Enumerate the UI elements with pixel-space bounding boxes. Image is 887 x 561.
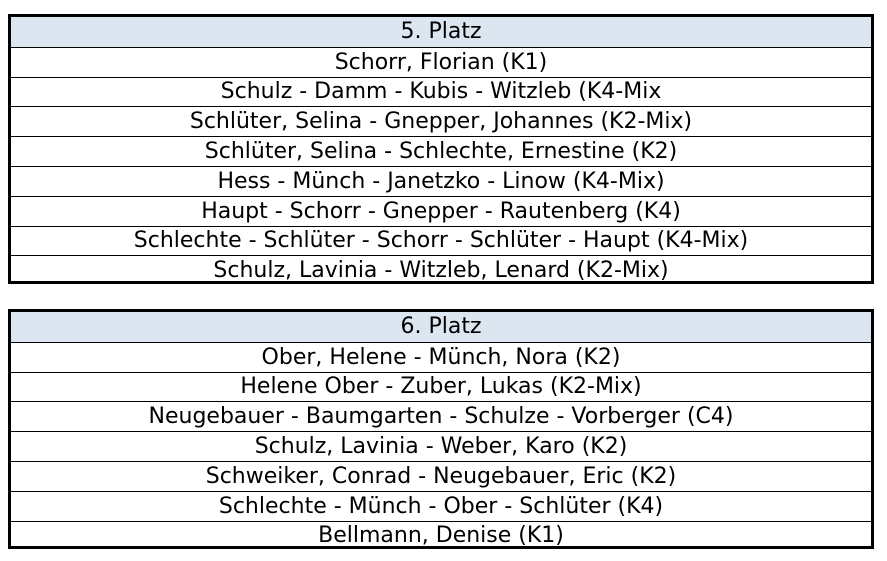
table-row: Schulz - Damm - Kubis - Witzleb (K4-Mix bbox=[11, 76, 871, 107]
table-row: Schlechte - Münch - Ober - Schlüter (K4) bbox=[11, 490, 871, 521]
table-row: Schulz, Lavinia - Weber, Karo (K2) bbox=[11, 431, 871, 461]
table-row: Bellmann, Denise (K1) bbox=[11, 520, 871, 551]
table-row: Neugebauer - Baumgarten - Schulze - Vorb… bbox=[11, 401, 871, 431]
table-header: 6. Platz bbox=[11, 312, 871, 342]
table-row: Haupt - Schorr - Gnepper - Rautenberg (K… bbox=[11, 195, 871, 226]
table-row: Schorr, Florian (K1) bbox=[11, 46, 871, 77]
table-header: 5. Platz bbox=[11, 17, 871, 47]
table-row: Schweiker, Conrad - Neugebauer, Eric (K2… bbox=[11, 460, 871, 491]
table-row: Helene Ober - Zuber, Lukas (K2-Mix) bbox=[11, 371, 871, 402]
table-row: Hess - Münch - Janetzko - Linow (K4-Mix) bbox=[11, 165, 871, 196]
placement-table-6: 6. Platz Ober, Helene - Münch, Nora (K2)… bbox=[8, 309, 874, 549]
table-row: Ober, Helene - Münch, Nora (K2) bbox=[11, 341, 871, 372]
placement-table-5: 5. Platz Schorr, Florian (K1) Schulz - D… bbox=[8, 14, 874, 284]
table-row: Schulz, Lavinia - Witzleb, Lenard (K2-Mi… bbox=[11, 255, 871, 285]
table-row: Schlechte - Schlüter - Schorr - Schlüter… bbox=[11, 225, 871, 256]
table-row: Schlüter, Selina - Schlechte, Ernestine … bbox=[11, 136, 871, 166]
table-row: Schlüter, Selina - Gnepper, Johannes (K2… bbox=[11, 106, 871, 136]
